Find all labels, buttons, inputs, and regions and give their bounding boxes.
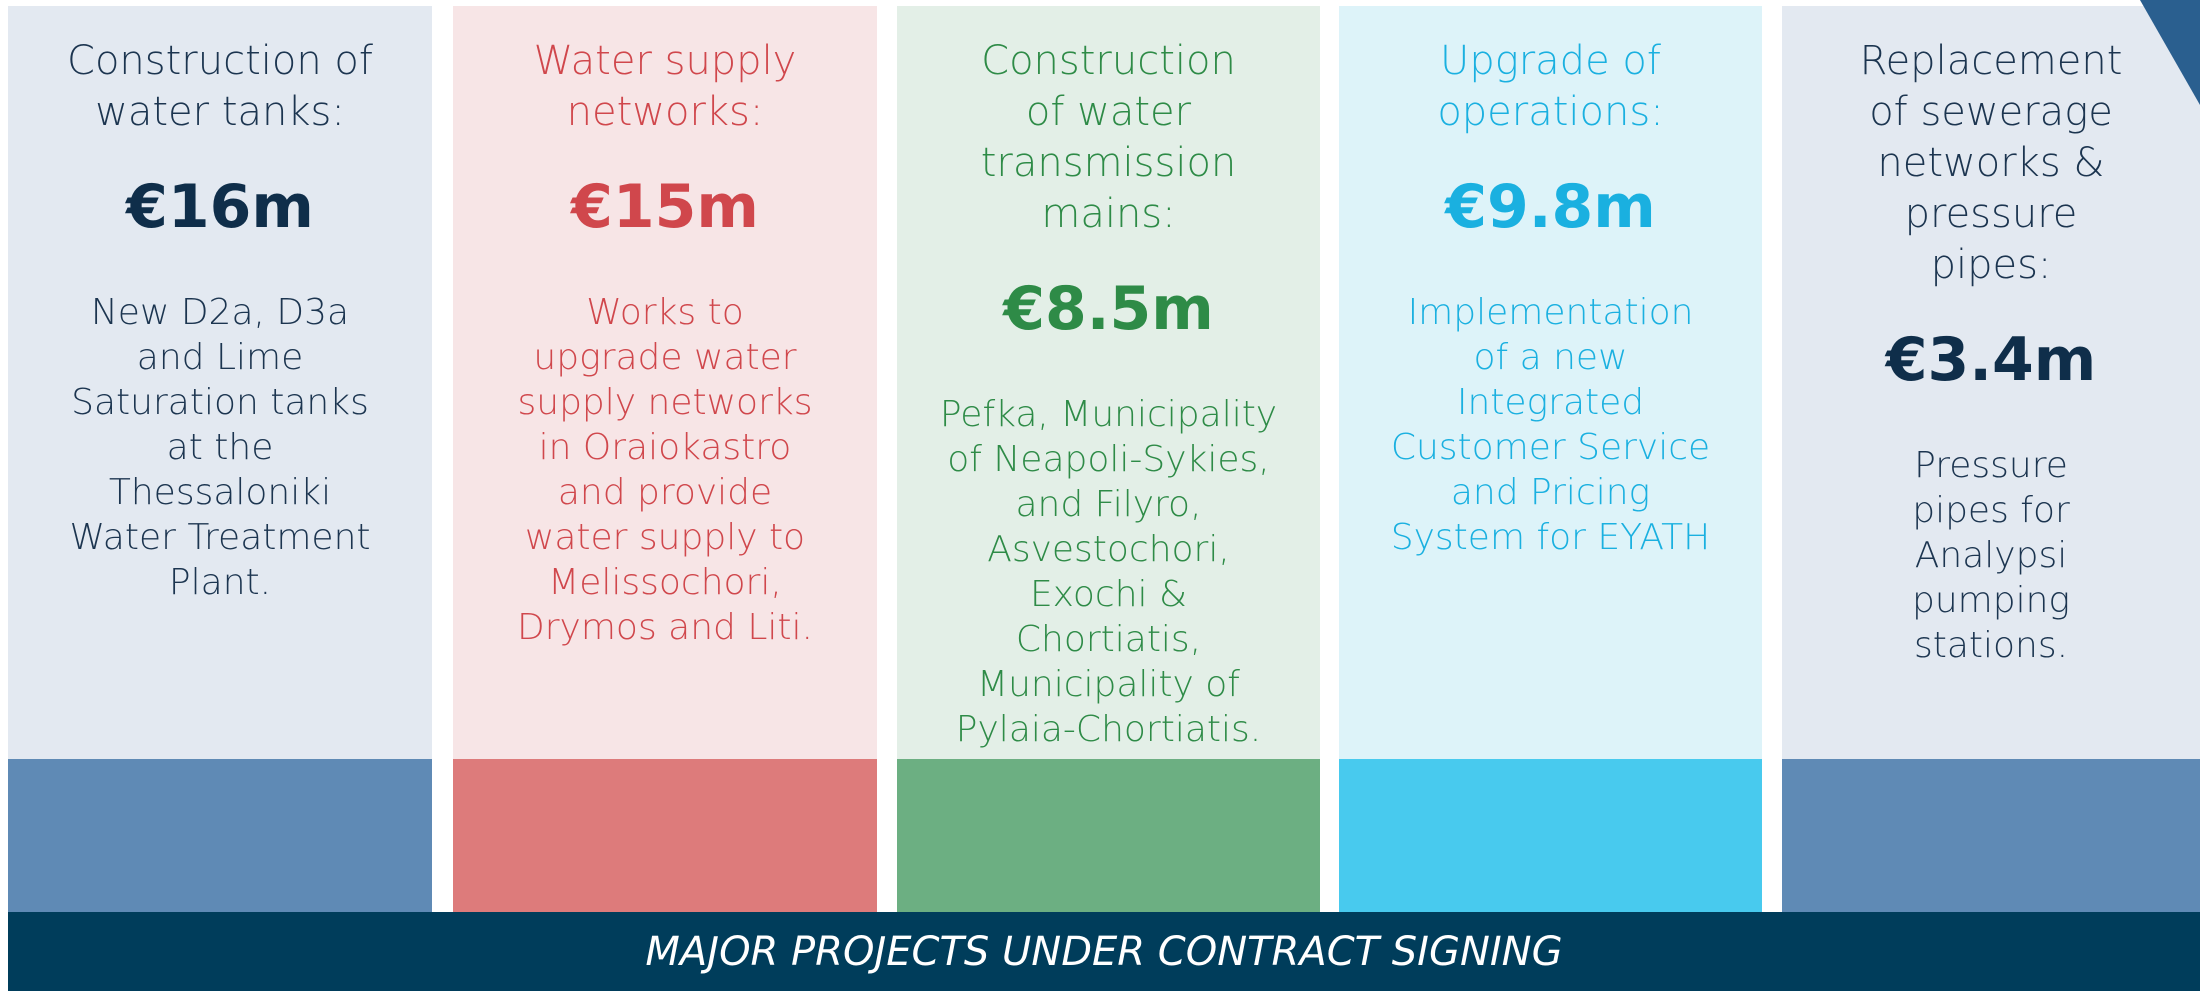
project-amount: €16m [126, 172, 314, 242]
project-column: Construction of water tanks: €16m New D2a,… [8, 6, 432, 912]
panel: Replacement of sewerage networks & press… [1782, 6, 2200, 759]
panel: Construction of water transmission mains… [897, 6, 1320, 759]
project-description: Pressure pipes for Analypsi pumping stat… [1861, 443, 2121, 668]
color-band [8, 759, 432, 912]
project-column: Construction of water transmission mains… [897, 6, 1320, 912]
project-amount: €3.4m [1886, 325, 2097, 395]
project-column: Upgrade of operations: €9.8m Implementatio… [1339, 6, 1762, 912]
corner-triangle [2140, 0, 2200, 105]
project-title: Replacement of sewerage networks & press… [1856, 36, 2126, 291]
panel: Construction of water tanks: €16m New D2a,… [8, 6, 432, 759]
color-band [1782, 759, 2200, 912]
color-band [897, 759, 1320, 912]
color-band [1339, 759, 1762, 912]
project-title: Water supply networks: [515, 36, 815, 138]
project-column: Water supply networks: €15m Works to upgra… [453, 6, 877, 912]
panel: Water supply networks: €15m Works to upgra… [453, 6, 877, 759]
decoration [2140, 0, 2200, 110]
color-band [453, 759, 877, 912]
project-column: Replacement of sewerage networks & press… [1782, 6, 2200, 912]
project-title: Construction of water transmission mains… [979, 36, 1239, 240]
project-description: Implementation of a new Integrated Custo… [1386, 290, 1716, 560]
project-amount: €9.8m [1445, 172, 1656, 242]
footer: MAJOR PROJECTS UNDER CONTRACT SIGNING [8, 912, 2200, 991]
project-title: Upgrade of operations: [1421, 36, 1681, 138]
project-description: Pefka, Municipality of Neapoli-Sykies, a… [939, 392, 1279, 752]
panel: Upgrade of operations: €9.8m Implementatio… [1339, 6, 1762, 759]
project-description: New D2a, D3a and Lime Saturation tanks a… [55, 290, 385, 605]
project-amount: €15m [571, 172, 759, 242]
project-title: Construction of water tanks: [55, 36, 385, 138]
page: Construction of water tanks: €16m New D2a,… [0, 0, 2200, 991]
project-description: Works to upgrade water supply networks i… [510, 290, 820, 650]
project-amount: €8.5m [1003, 274, 1214, 344]
